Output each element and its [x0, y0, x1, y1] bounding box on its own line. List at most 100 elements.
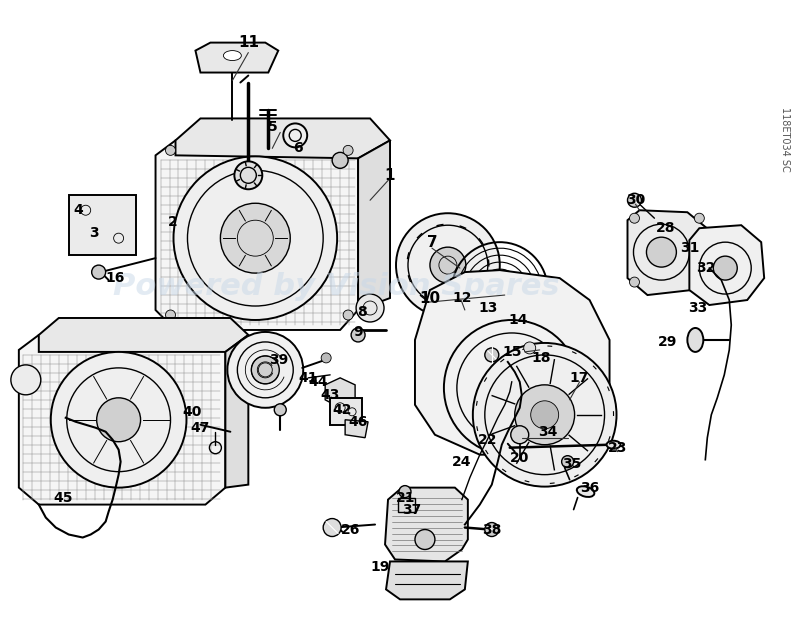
Circle shape	[630, 213, 639, 223]
Text: 33: 33	[688, 301, 707, 315]
Text: 34: 34	[538, 425, 558, 438]
Circle shape	[714, 256, 738, 280]
Text: 4: 4	[74, 203, 83, 217]
Text: 41: 41	[298, 371, 318, 385]
Polygon shape	[690, 225, 764, 305]
Polygon shape	[38, 318, 248, 352]
Circle shape	[356, 294, 384, 322]
Text: Powered by Vision Spares: Powered by Vision Spares	[113, 272, 559, 301]
Circle shape	[174, 156, 337, 320]
Text: 39: 39	[269, 353, 288, 367]
Circle shape	[630, 277, 639, 287]
Text: 46: 46	[349, 415, 368, 429]
Text: 3: 3	[89, 226, 98, 240]
Circle shape	[92, 265, 106, 279]
Text: 30: 30	[626, 193, 645, 207]
Text: 37: 37	[402, 503, 422, 517]
Ellipse shape	[606, 441, 621, 449]
Text: 12: 12	[452, 291, 472, 305]
Text: 118ET034 SC: 118ET034 SC	[780, 106, 790, 171]
Circle shape	[321, 353, 331, 363]
Polygon shape	[345, 420, 368, 438]
Text: 11: 11	[238, 35, 259, 50]
Text: 19: 19	[370, 561, 390, 575]
Circle shape	[646, 237, 676, 267]
Polygon shape	[330, 398, 362, 425]
Circle shape	[343, 310, 353, 320]
Polygon shape	[155, 140, 358, 330]
Ellipse shape	[687, 328, 703, 352]
Circle shape	[351, 328, 365, 342]
Circle shape	[274, 404, 286, 416]
Circle shape	[430, 247, 466, 283]
Ellipse shape	[577, 486, 594, 497]
Circle shape	[97, 398, 141, 442]
Polygon shape	[195, 43, 278, 72]
Text: 44: 44	[309, 375, 328, 389]
Text: 20: 20	[510, 450, 530, 465]
Polygon shape	[19, 335, 226, 505]
Circle shape	[627, 193, 642, 207]
Text: 43: 43	[321, 388, 340, 402]
Text: 28: 28	[656, 221, 675, 235]
Text: 38: 38	[482, 522, 502, 537]
Text: 36: 36	[580, 481, 599, 495]
Text: 8: 8	[358, 305, 367, 319]
Polygon shape	[398, 498, 415, 512]
Circle shape	[343, 146, 353, 156]
Circle shape	[694, 213, 704, 223]
Circle shape	[50, 352, 186, 488]
Text: 9: 9	[354, 325, 363, 339]
Text: 2: 2	[168, 215, 178, 229]
Circle shape	[524, 342, 536, 354]
Text: 26: 26	[341, 522, 360, 537]
Text: 40: 40	[182, 405, 202, 419]
Text: 42: 42	[332, 403, 352, 417]
Text: 17: 17	[570, 371, 590, 385]
Text: 29: 29	[658, 335, 677, 349]
Circle shape	[332, 152, 348, 168]
Circle shape	[485, 522, 498, 537]
Text: 7: 7	[426, 234, 438, 249]
Text: 23: 23	[608, 441, 627, 455]
Polygon shape	[325, 378, 355, 408]
Circle shape	[485, 348, 498, 362]
Circle shape	[415, 530, 435, 549]
Text: 1: 1	[385, 168, 395, 183]
Circle shape	[166, 146, 175, 156]
Circle shape	[323, 518, 341, 537]
Polygon shape	[69, 195, 135, 255]
Polygon shape	[175, 118, 390, 158]
Text: 32: 32	[696, 261, 715, 275]
Circle shape	[473, 343, 617, 486]
Text: 18: 18	[532, 351, 551, 365]
Ellipse shape	[223, 50, 242, 60]
Text: 15: 15	[502, 345, 522, 359]
Polygon shape	[226, 335, 248, 488]
Text: 5: 5	[267, 120, 277, 134]
Circle shape	[396, 213, 500, 317]
Circle shape	[694, 277, 704, 287]
Circle shape	[166, 310, 175, 320]
Text: 22: 22	[478, 433, 498, 447]
Text: 35: 35	[562, 457, 582, 471]
Circle shape	[562, 455, 574, 467]
Circle shape	[514, 385, 574, 445]
Circle shape	[510, 426, 529, 444]
Text: 24: 24	[452, 455, 472, 469]
Text: 14: 14	[508, 313, 527, 327]
Circle shape	[11, 365, 41, 395]
Text: 45: 45	[53, 491, 73, 505]
Circle shape	[220, 203, 290, 273]
Text: 16: 16	[105, 271, 124, 285]
Polygon shape	[627, 210, 711, 295]
Circle shape	[283, 123, 307, 147]
Text: 13: 13	[478, 301, 498, 315]
Polygon shape	[386, 561, 468, 599]
Circle shape	[399, 486, 411, 498]
Polygon shape	[385, 488, 468, 561]
Circle shape	[234, 161, 262, 189]
Polygon shape	[358, 140, 390, 310]
Text: 47: 47	[190, 421, 210, 435]
Text: 31: 31	[680, 241, 699, 255]
